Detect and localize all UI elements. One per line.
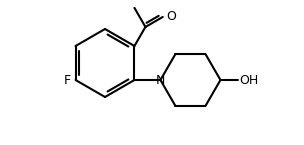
Text: F: F bbox=[64, 74, 71, 87]
Text: OH: OH bbox=[240, 74, 259, 87]
Text: N: N bbox=[156, 75, 165, 87]
Text: O: O bbox=[166, 10, 176, 23]
